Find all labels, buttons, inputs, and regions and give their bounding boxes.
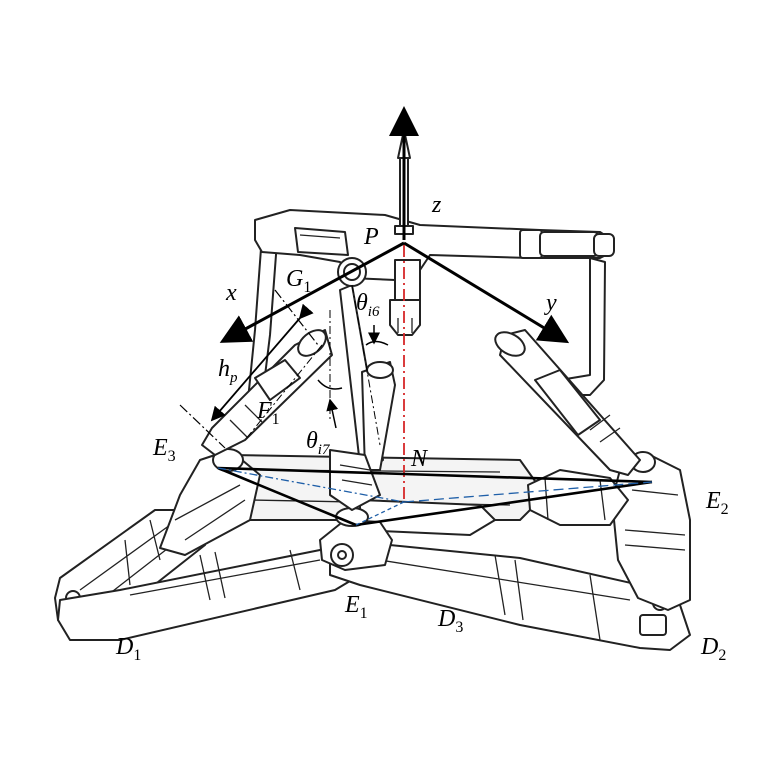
theta-i6-arc (365, 340, 389, 346)
label-x: x (225, 280, 237, 306)
label-d2: D2 (700, 634, 726, 664)
cylinder-right (494, 329, 641, 476)
label-e2: E2 (705, 488, 729, 518)
projection-lines (217, 467, 653, 526)
label-p: P (363, 224, 379, 250)
lower-link-e1-left (57, 547, 361, 641)
label-theta-i6: θi6 (356, 290, 380, 320)
label-y: y (544, 290, 557, 316)
base-triangle (217, 466, 653, 527)
leg-right-back (559, 257, 606, 396)
labels: z P G1 x y θi6 hp F1 θi7 E3 N E2 E1 D3 D… (115, 192, 729, 664)
theta-i7-arc (317, 379, 343, 390)
g1-leg-line (351, 284, 381, 446)
theta-i7-pointer (326, 398, 339, 429)
label-g1: G1 (286, 266, 311, 296)
label-z: z (431, 192, 442, 218)
label-n: N (410, 446, 429, 472)
hp-dimension (179, 289, 319, 449)
label-d1: D1 (115, 634, 141, 664)
joint-e1 (319, 507, 393, 571)
joint-e2 (527, 469, 629, 526)
label-e1: E1 (344, 592, 368, 622)
label-d3: D3 (437, 606, 463, 636)
label-e3: E3 (152, 435, 176, 465)
label-hp: hp (218, 356, 238, 386)
label-theta-i7: θi7 (306, 428, 331, 458)
label-f1: F1 (256, 398, 280, 428)
y-axis (403, 241, 570, 344)
f1-axis-line (244, 344, 323, 441)
moving-platform (254, 209, 615, 336)
